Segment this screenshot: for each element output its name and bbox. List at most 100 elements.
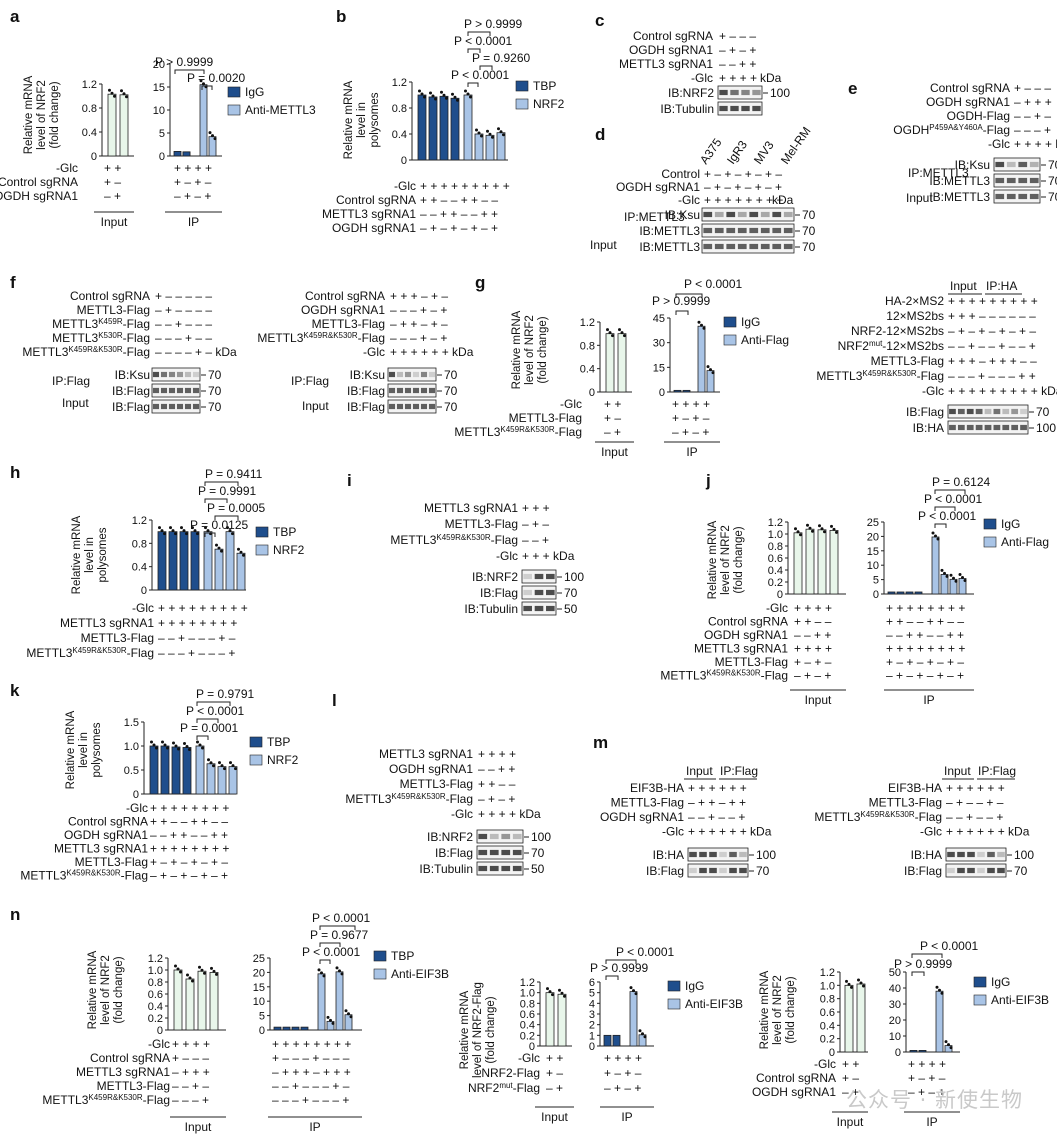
panel-n2-input-point: [546, 987, 549, 991]
panel-h-legend-swatch: [255, 526, 269, 538]
panel-d-cell-line: A375: [697, 135, 725, 166]
panel-j-ip-anti-point: [954, 579, 958, 583]
panel-n2-input-bar: [557, 993, 567, 1047]
panel-n1-ip-tick-label: 0: [259, 1025, 265, 1037]
panel-n2-row-value: + +: [546, 1051, 563, 1065]
panel-j-legend-swatch: [983, 536, 997, 548]
panel-b-stat: P < 0.0001: [451, 68, 509, 82]
panel-h-row-label: METTL3-Flag: [81, 631, 154, 645]
panel-j-stat: P < 0.0001: [924, 492, 982, 506]
panel-k-row-label: Control sgRNA: [68, 815, 148, 829]
panel-l-band: [512, 849, 522, 856]
panel-a-ip-anti-point: [213, 137, 217, 141]
panel-n2-ylabel-line: (fold change): [485, 996, 497, 1063]
panel-f-left-row-value: + – – – – –: [155, 289, 212, 303]
panel-j-ip-anti-point: [943, 571, 946, 575]
panel-j-input-tick-label: 0.4: [768, 565, 783, 577]
panel-b-nrf2-point: [488, 132, 492, 136]
panel-d-blot-label: IB:METTL3: [639, 224, 700, 238]
panel-l-mw-label: 50: [531, 862, 545, 876]
panel-a-input-point: [120, 89, 123, 93]
panel-n2-input-tick-label: 0.2: [520, 1030, 535, 1042]
panel-letter-c: c: [595, 11, 604, 30]
panel-h-tbp-point: [191, 526, 194, 530]
panel-e-blot-label: IB:Ksu: [955, 158, 990, 172]
panel-b-tbp-point: [453, 95, 457, 99]
panel-j-input-tick-label: 0.2: [768, 577, 783, 589]
panel-i-band: [523, 589, 532, 596]
panel-l-mw-label: 100: [531, 830, 551, 844]
panel-i-band: [546, 573, 555, 580]
panel-d-band: [703, 227, 713, 234]
panel-a-bracket: [201, 85, 213, 90]
panel-d-band: [703, 243, 713, 250]
panel-n3-ip-tick-label: 50: [889, 967, 901, 979]
panel-letter-i: i: [347, 471, 352, 490]
panel-m-left-row-label: OGDH sgRNA1: [600, 810, 684, 824]
panel-e-ip-label: IP:METTL3: [908, 166, 969, 180]
panel-i-row-value: – + –: [522, 517, 549, 531]
panel-n1-ip-anti-point: [335, 966, 339, 970]
panel-n2-ylabel-line: Relative mRNA: [459, 990, 471, 1069]
panel-m-right-row-value: + + + + + +: [946, 781, 1005, 795]
panel-n1-ip-anti-bar: [317, 973, 326, 1031]
panel-h-bracket: [214, 515, 239, 520]
panel-n1-row-value: + – – – + – – –: [272, 1051, 350, 1065]
panel-k-tbp-point: [172, 741, 175, 745]
panel-m-left-row-value: – + + – + +: [688, 796, 746, 810]
panel-k-nrf2-bar: [217, 766, 227, 795]
panel-f-left-band: [160, 387, 168, 394]
panel-k-tbp-point: [183, 741, 186, 745]
panel-n1-ip-anti-point: [340, 972, 344, 976]
panel-n2-input-tick-label: 1.2: [520, 977, 535, 989]
panel-n3-input-tick-label: 0.2: [820, 1034, 835, 1046]
panel-l-band: [501, 865, 511, 872]
panel-f-left-band: [160, 371, 168, 378]
panel-g-input-tick-label: 0.4: [580, 364, 595, 376]
panel-i-mw-label: 70: [564, 586, 578, 600]
panel-m-left-blot: [687, 847, 749, 862]
panel-f-left-row-label: METTL3K459R-Flag: [52, 317, 150, 332]
panel-f-left-band: [192, 371, 200, 378]
panel-k-tick-label: 0.5: [124, 765, 139, 777]
panel-i-band: [523, 573, 532, 580]
panel-h-tbp-bar: [157, 531, 167, 591]
panel-m-left-blot: [687, 863, 749, 878]
panel-i-band: [523, 605, 532, 612]
panel-g-ip-anti-point: [709, 368, 712, 372]
panel-n1-input-point: [215, 972, 218, 976]
panel-letter-h: h: [10, 463, 20, 482]
panel-k-nrf2-point: [201, 746, 204, 750]
panel-b-nrf2-point: [477, 131, 481, 135]
panel-b-nrf2-point: [466, 92, 470, 96]
panel-h-tbp-point: [182, 529, 186, 533]
panel-n3-input-tick-label: 1.2: [820, 967, 835, 979]
panel-m-right-band: [957, 867, 965, 874]
panel-n1-legend-label: TBP: [391, 949, 414, 963]
panel-j-input-bar: [805, 528, 815, 595]
panel-d-band: [749, 211, 759, 218]
panel-k-tick-label: 1.0: [124, 741, 139, 753]
panel-k-nrf2-point: [212, 764, 215, 768]
panel-n1-input-point: [188, 976, 192, 980]
panel-l-blot-label: IB:NRF2: [427, 830, 473, 844]
panel-j-ip-anti-point: [940, 568, 944, 572]
panel-n3-stat: P < 0.0001: [920, 939, 978, 953]
panel-k-tbp-point: [188, 747, 191, 751]
panel-n1-input-tick-label: 0.6: [148, 989, 163, 1001]
panel-j-ip-group-label: IP: [923, 693, 934, 707]
panel-i-blot-label: IB:NRF2: [472, 570, 518, 584]
panel-g-right-row-value: – + – + – + – + –: [948, 324, 1036, 338]
panel-e-band: [995, 161, 1005, 168]
panel-g-input-point: [618, 328, 621, 332]
panel-n1-row-value: – – – + – – – +: [272, 1093, 349, 1107]
panel-a-ip-tick-label: 15: [153, 82, 165, 94]
panel-m-left-header: Input: [686, 764, 713, 778]
panel-g-input-point: [606, 328, 609, 332]
panel-b-nrf2-bar: [485, 134, 495, 161]
panel-i-row-label: METTL3-Flag: [445, 517, 518, 531]
panel-n1-row-value: – – + – – – + –: [272, 1079, 350, 1093]
panel-n2-ip-anti-point: [641, 1032, 644, 1036]
panel-b-ylabel-line: Relative mRNA: [343, 80, 355, 159]
